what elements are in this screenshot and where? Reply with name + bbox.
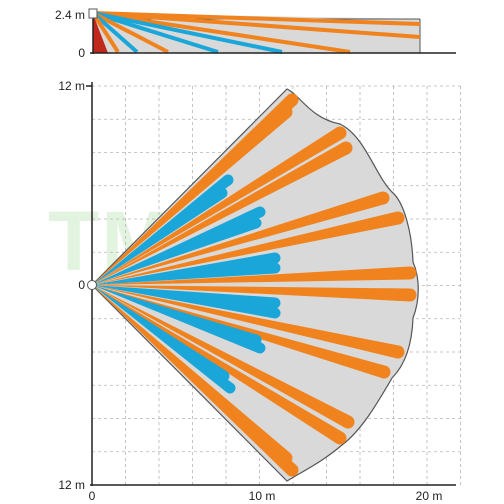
- side-beam-orange: [92, 11, 351, 54]
- side-beam-blue: [92, 11, 283, 54]
- sensor-top-marker: [87, 280, 97, 290]
- x-axis-label-10m: 10 m: [249, 489, 276, 503]
- top-view: 12 m 0 12 m 0 10 m 20 m: [58, 79, 461, 503]
- y-axis-top-label: 12 m: [58, 79, 85, 93]
- long-range-beam: [92, 126, 347, 285]
- side-beam-blue: [92, 11, 219, 54]
- x-axis-label-20m: 20 m: [416, 489, 443, 503]
- sensor-side-marker: [88, 8, 98, 19]
- y-axis-bottom-label: 12 m: [58, 478, 85, 492]
- short-range-beam: [92, 285, 266, 354]
- side-beam-orange: [92, 11, 169, 54]
- long-range-beam: [92, 266, 417, 285]
- short-range-beam: [92, 174, 234, 285]
- short-range-beam: [92, 285, 262, 346]
- side-beam-orange: [92, 11, 421, 39]
- side-view: 2.4 m 0: [55, 8, 456, 60]
- top-coverage-area: [91, 88, 419, 482]
- long-range-beam: [92, 285, 405, 359]
- long-range-beam: [92, 191, 390, 285]
- side-height-label: 2.4 m: [55, 8, 85, 22]
- long-range-beam: [92, 285, 417, 302]
- side-floor-label: 0: [78, 46, 85, 60]
- short-range-beam: [92, 252, 281, 285]
- beams: [92, 93, 417, 477]
- long-range-beam: [92, 211, 405, 285]
- short-range-beam: [92, 187, 228, 285]
- short-range-beam: [92, 262, 281, 285]
- short-range-beam: [92, 285, 230, 382]
- short-range-beam: [92, 217, 262, 285]
- long-range-beam: [92, 141, 353, 285]
- creep-zone: [93, 14, 108, 53]
- x-axis-label-0: 0: [89, 489, 96, 503]
- short-range-beam: [92, 206, 266, 285]
- long-range-beam: [92, 105, 293, 285]
- short-range-beam: [92, 285, 236, 394]
- long-range-beam: [92, 285, 293, 465]
- short-range-beam: [92, 285, 281, 319]
- side-beam-blue: [91, 11, 139, 54]
- side-beam-orange: [92, 11, 421, 26]
- long-range-beam: [92, 285, 355, 429]
- side-beam-orange: [91, 11, 120, 54]
- long-range-beam: [92, 285, 347, 445]
- y-axis-origin-label: 0: [78, 278, 85, 292]
